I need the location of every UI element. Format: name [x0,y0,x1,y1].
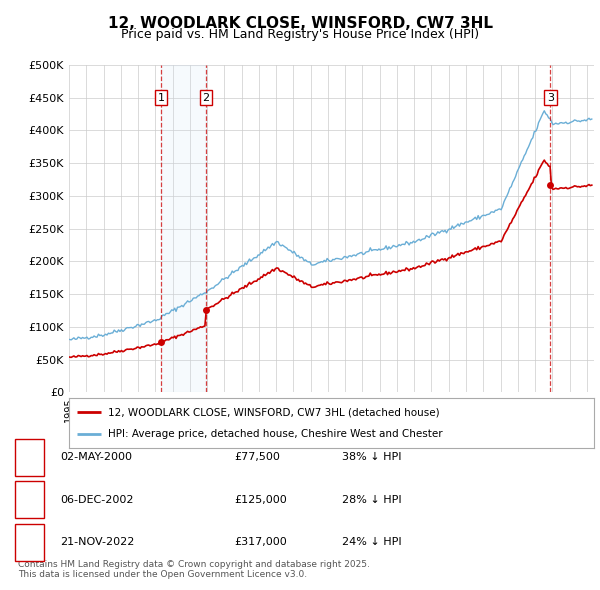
Text: 02-MAY-2000: 02-MAY-2000 [60,453,132,462]
Text: HPI: Average price, detached house, Cheshire West and Chester: HPI: Average price, detached house, Ches… [109,430,443,440]
Text: 06-DEC-2002: 06-DEC-2002 [60,495,133,504]
Text: Contains HM Land Registry data © Crown copyright and database right 2025.
This d: Contains HM Land Registry data © Crown c… [18,560,370,579]
Text: £125,000: £125,000 [234,495,287,504]
Bar [161,65,206,392]
Text: £77,500: £77,500 [234,453,280,462]
Text: 3: 3 [26,537,33,547]
Text: 2: 2 [202,93,209,103]
Text: 12, WOODLARK CLOSE, WINSFORD, CW7 3HL: 12, WOODLARK CLOSE, WINSFORD, CW7 3HL [107,16,493,31]
Text: 1: 1 [158,93,164,103]
Text: 2: 2 [26,495,33,504]
Text: 28% ↓ HPI: 28% ↓ HPI [342,495,401,504]
Text: 1: 1 [26,453,33,462]
Text: 3: 3 [547,93,554,103]
Text: Price paid vs. HM Land Registry's House Price Index (HPI): Price paid vs. HM Land Registry's House … [121,28,479,41]
Text: 38% ↓ HPI: 38% ↓ HPI [342,453,401,462]
Text: £317,000: £317,000 [234,537,287,547]
Text: 24% ↓ HPI: 24% ↓ HPI [342,537,401,547]
Text: 12, WOODLARK CLOSE, WINSFORD, CW7 3HL (detached house): 12, WOODLARK CLOSE, WINSFORD, CW7 3HL (d… [109,407,440,417]
Text: 21-NOV-2022: 21-NOV-2022 [60,537,134,547]
